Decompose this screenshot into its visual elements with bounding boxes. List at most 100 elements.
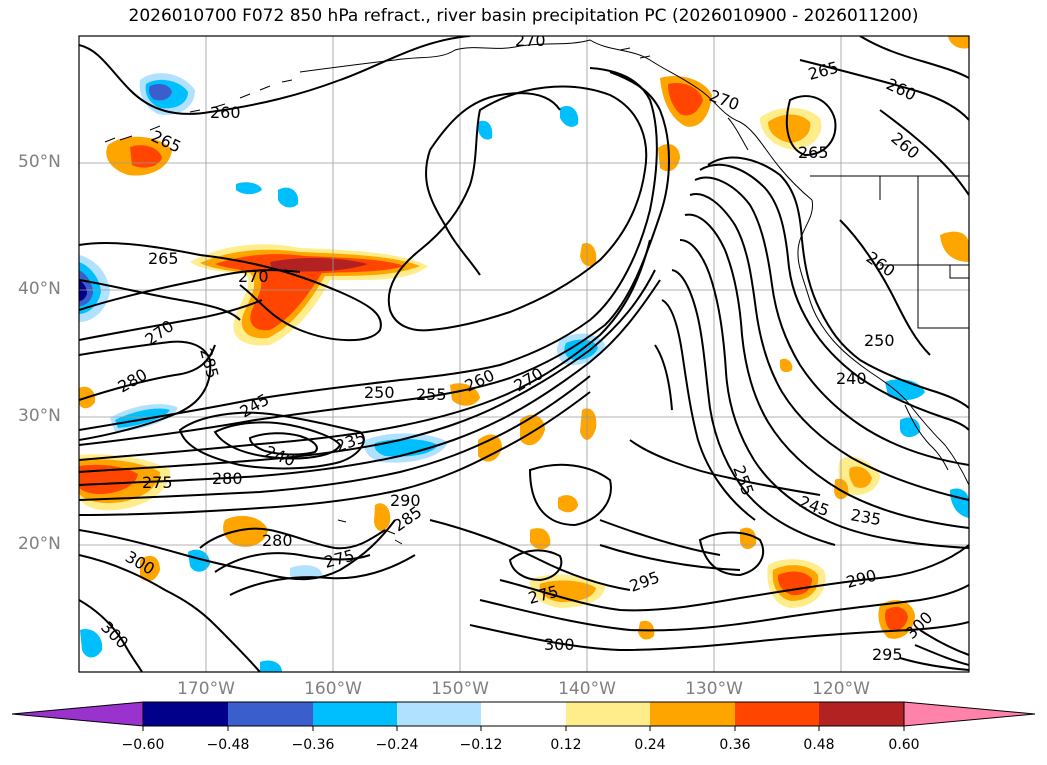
contour-line (599, 519, 741, 571)
longitude-label: 130°W (685, 679, 743, 699)
colorbar-tick-label: −0.36 (291, 737, 335, 753)
coastal-islands (337, 47, 749, 545)
contour-label: 250 (864, 331, 895, 350)
contour-label: 295 (872, 645, 903, 664)
positive-anomaly-region (140, 555, 160, 582)
contour-line (661, 299, 756, 521)
contour-line (178, 411, 365, 470)
negative-anomaly-region (374, 439, 438, 457)
contour-line (79, 344, 216, 401)
contour-line (248, 432, 318, 456)
contour-line (429, 519, 631, 591)
contour-label: 290 (390, 491, 421, 510)
north-america-coastline (797, 199, 969, 486)
graticule (79, 36, 969, 672)
contour-label: 240 (836, 369, 867, 388)
contour-line (479, 584, 969, 632)
precip-shading (79, 36, 969, 672)
contour-line (79, 340, 212, 441)
map-frame (78, 35, 970, 673)
positive-anomaly-region (270, 258, 368, 272)
contour-line (429, 92, 561, 151)
contour-line (785, 95, 837, 157)
colorbar-segment (819, 702, 904, 726)
contour-line (654, 344, 673, 411)
contour-line (699, 163, 969, 431)
contour-line (79, 375, 591, 501)
contour-line (694, 176, 969, 466)
contour-line (859, 36, 969, 79)
colorbar-segment (481, 702, 566, 726)
colorbar-under-extension (11, 701, 144, 727)
latitude-label: 40°N (18, 279, 61, 299)
contour-line (839, 219, 931, 356)
map-title: 2026010700 F072 850 hPa refract., river … (128, 6, 919, 26)
longitude-label: 170°W (177, 679, 235, 699)
positive-anomaly-region (780, 358, 793, 373)
contour-line (79, 36, 471, 115)
positive-anomaly-region (79, 464, 138, 494)
contour-line (684, 213, 969, 529)
negative-anomaly-region (80, 628, 103, 658)
longitude-label: 150°W (431, 679, 489, 699)
positive-anomaly-region (668, 82, 703, 116)
contour-line (799, 59, 969, 121)
colorbar-tick-label: −0.24 (375, 737, 419, 753)
contour-line (899, 657, 969, 671)
contour-line (671, 269, 836, 546)
latitude-label: 20°N (18, 534, 61, 554)
positive-anomaly-region (940, 231, 969, 262)
negative-anomaly-region (278, 187, 299, 208)
positive-anomaly-region (580, 408, 597, 440)
positive-anomaly-region (885, 606, 908, 631)
contour-line (424, 149, 481, 276)
contour-line (214, 552, 371, 573)
contour-line (213, 421, 342, 460)
contour-line (707, 156, 969, 409)
colorbar-tick-label: −0.60 (121, 737, 165, 753)
colorbar-tick-label: 0.24 (634, 737, 666, 753)
positive-anomaly-region (948, 36, 969, 49)
negative-anomaly-region (149, 84, 172, 101)
contour-line (469, 621, 969, 652)
contour-label: 280 (212, 469, 243, 488)
contour-line (79, 599, 143, 672)
positive-anomaly-region (374, 503, 391, 531)
colorbar-segment (313, 702, 397, 726)
contour-label: 265 (148, 249, 179, 268)
positive-anomaly-region (520, 414, 545, 446)
positive-anomaly-region (539, 580, 596, 602)
refractivity-contours (79, 36, 969, 672)
colorbar-tick-label: −0.12 (459, 737, 503, 753)
contour-label: 275 (142, 473, 173, 492)
colorbar-tick-label: 0.12 (550, 737, 582, 753)
contour-line (919, 629, 969, 656)
contour-line (79, 391, 591, 516)
contour-line (528, 463, 612, 527)
positive-anomaly-region (478, 434, 502, 462)
colorbar (11, 701, 1036, 731)
positive-anomaly-region (223, 515, 268, 547)
contour-line (79, 71, 670, 446)
longitude-label: 120°W (812, 679, 870, 699)
latitude-label: 30°N (18, 406, 61, 426)
positive-anomaly-region (215, 254, 405, 331)
contour-label: 265 (798, 143, 829, 162)
contour-line (689, 193, 969, 501)
contour-line (79, 239, 651, 461)
contour-label: 260 (210, 103, 241, 122)
colorbar-frame (142, 701, 905, 727)
contour-line (229, 554, 416, 596)
longitude-label: 160°W (304, 679, 362, 699)
coastlines (104, 39, 969, 545)
contour-label: 270 (515, 31, 546, 50)
contour-line (79, 554, 261, 672)
colorbar-segment (143, 702, 228, 726)
positive-anomaly-region (558, 495, 578, 513)
contour-line (199, 527, 386, 550)
contour-label: 255 (416, 385, 447, 404)
contour-line (499, 544, 969, 612)
positive-anomaly-region (580, 242, 597, 267)
positive-anomaly-region (130, 145, 162, 168)
